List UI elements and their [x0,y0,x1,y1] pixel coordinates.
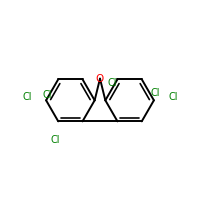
Text: Cl: Cl [43,90,52,100]
Text: Cl: Cl [108,78,117,88]
Text: Cl: Cl [50,135,60,145]
Text: Cl: Cl [168,92,178,102]
Text: O: O [96,74,104,84]
Text: Cl: Cl [23,92,32,102]
Text: Cl: Cl [151,88,160,98]
